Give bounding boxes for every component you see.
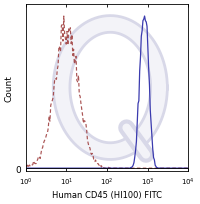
X-axis label: Human CD45 (HI100) FITC: Human CD45 (HI100) FITC: [52, 190, 162, 199]
Y-axis label: Count: Count: [5, 75, 14, 101]
